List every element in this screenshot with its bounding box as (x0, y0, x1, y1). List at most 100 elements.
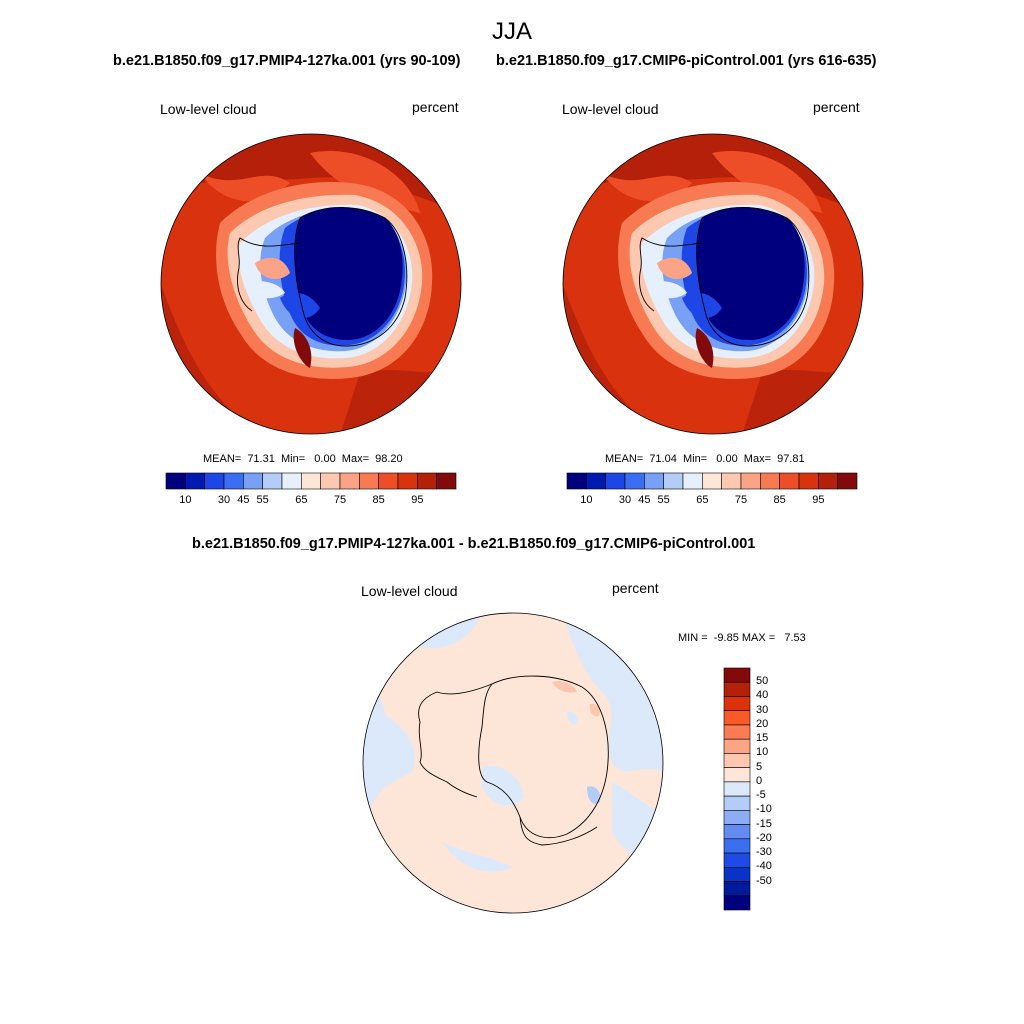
panel-2-units-label: percent (813, 99, 860, 115)
diff-colorbar-swatch (723, 724, 751, 740)
diff-colorbar-tick-label: 20 (756, 717, 769, 730)
panel-2-colorbar-swatch (702, 472, 722, 490)
diff-colorbar-swatch (723, 696, 751, 712)
panel-1-colorbar-swatch (165, 472, 186, 490)
panel-1-colorbar-swatch (339, 472, 360, 490)
panel-2-colorbar-swatch (740, 472, 761, 490)
diff-colorbar-tick-label: -20 (756, 831, 772, 844)
panel-1-variable-label: Low-level cloud (160, 101, 257, 117)
diff-panel-title: b.e21.B1850.f09_g17.PMIP4-127ka.001 - b.… (192, 536, 756, 552)
panel-2-colorbar-swatch (605, 472, 626, 490)
panel-1-colorbar-swatch (262, 472, 283, 490)
panel-2-stats: MEAN= 71.04 Min= 0.00 Max= 97.81 (605, 453, 805, 465)
diff-colorbar-swatch (723, 895, 751, 911)
diff-colorbar-swatch (723, 767, 751, 783)
diff-colorbar-swatch (723, 852, 751, 868)
panel-1-colorbar-swatch (417, 472, 437, 490)
diff-colorbar (723, 667, 751, 911)
panel-2-variable-label: Low-level cloud (562, 101, 659, 117)
panel-1-colorbar-swatch (320, 472, 341, 490)
diff-colorbar-swatch (723, 795, 751, 811)
diff-colorbar-tick-label: 50 (756, 675, 769, 688)
panel-2-colorbar-swatch (837, 472, 858, 490)
panel-2-colorbar-tick-label: 55 (657, 494, 670, 506)
diff-colorbar-tick-label: 0 (756, 774, 763, 787)
panel-1-colorbar-tick-label: 55 (256, 494, 269, 506)
panel-2-colorbar-tick-label: 10 (580, 494, 593, 506)
diff-colorbar-swatch (723, 738, 751, 754)
panel-1-colorbar-tick-label: 75 (333, 494, 347, 506)
panel-1-colorbar-swatch (359, 472, 379, 490)
panel-2-colorbar-swatch (663, 472, 684, 490)
panel-2-colorbar-swatch (818, 472, 838, 490)
panel-2-map (562, 133, 864, 435)
panel-2-colorbar-swatch (798, 472, 819, 490)
diff-colorbar-swatch (723, 753, 751, 768)
panel-1-colorbar-ticks: 10 30 45 55 65 75 85 95 (166, 494, 456, 508)
diff-colorbar-tick-label: 40 (756, 689, 769, 702)
diff-colorbar-swatch (723, 681, 751, 697)
panel-2-colorbar-swatch (779, 472, 800, 490)
panel-2-colorbar-swatch (566, 472, 587, 490)
panel-1-colorbar-tick-label: 95 (411, 494, 424, 506)
panel-1-map (160, 133, 462, 435)
diff-colorbar-tick-label: 10 (756, 746, 769, 759)
panel-2-colorbar-tick-label: 45 (638, 494, 651, 506)
panel-1-colorbar-tick-label: 85 (372, 494, 385, 506)
panel-2-colorbar-swatch (721, 472, 742, 490)
diff-map (362, 612, 664, 914)
panel-1-colorbar-swatch (378, 472, 399, 490)
diff-colorbar-swatch (723, 810, 751, 825)
diff-colorbar-tick-label: -15 (756, 817, 772, 830)
panel-2-colorbar-swatch (586, 472, 606, 490)
panel-1-stats: MEAN= 71.31 Min= 0.00 Max= 98.20 (203, 453, 403, 465)
diff-colorbar-swatch (723, 824, 751, 840)
panel-2-colorbar-swatch (624, 472, 645, 490)
panel-1-colorbar-swatch (223, 472, 244, 490)
diff-colorbar-swatch (723, 710, 751, 726)
panel-1-colorbar-swatch (301, 472, 321, 490)
diff-colorbar-swatch (723, 781, 751, 797)
panel-2-colorbar-swatch (644, 472, 664, 490)
diff-colorbar-tick-label: 5 (756, 760, 763, 773)
panel-1-colorbar-tick-label: 30 (217, 494, 231, 506)
diff-colorbar-tick-label: -5 (756, 789, 766, 802)
panel-2-colorbar-ticks: 10 30 45 55 65 75 85 95 (567, 494, 857, 508)
panel-2-colorbar-tick-label: 95 (812, 494, 825, 506)
diff-colorbar-tick-label: 15 (756, 732, 769, 745)
panel-1-colorbar-swatch (204, 472, 225, 490)
diff-colorbar-tick-label: -30 (756, 846, 772, 859)
panel-2-colorbar-tick-label: 75 (734, 494, 748, 506)
panel-2-colorbar (566, 472, 858, 490)
panel-1-colorbar (165, 472, 457, 490)
diff-colorbar-tick-label: 30 (756, 703, 769, 716)
panel-1-colorbar-tick-label: 10 (179, 494, 192, 506)
panel-2-colorbar-swatch (682, 472, 703, 490)
diff-colorbar-swatch (723, 667, 751, 683)
diff-colorbar-tick-label: -40 (756, 860, 772, 873)
panel-1-units-label: percent (412, 99, 459, 115)
panel-2-title: b.e21.B1850.f09_g17.CMIP6-piControl.001 … (496, 53, 877, 69)
panel-1-colorbar-swatch (185, 472, 205, 490)
panel-2-colorbar-tick-label: 30 (618, 494, 632, 506)
panel-1-colorbar-swatch (243, 472, 263, 490)
panel-1-colorbar-swatch (436, 472, 457, 490)
diff-variable-label: Low-level cloud (361, 583, 458, 599)
diff-units-label: percent (612, 580, 659, 596)
panel-2-colorbar-swatch (760, 472, 780, 490)
diff-colorbar-tick-label: -50 (756, 874, 772, 887)
diff-colorbar-ticks: 50 40 30 20 15 10 5 0 -5 -10 -15 -20 -30 -40 -50 (756, 668, 796, 910)
diff-colorbar-swatch (723, 866, 751, 882)
panel-2-colorbar-tick-label: 65 (696, 494, 709, 506)
panel-1-title: b.e21.B1850.f09_g17.PMIP4-127ka.001 (yrs… (113, 53, 461, 69)
diff-colorbar-swatch (723, 838, 751, 854)
diff-colorbar-swatch (723, 881, 751, 897)
panel-1-colorbar-swatch (281, 472, 302, 490)
diff-colorbar-tick-label: -10 (756, 803, 772, 816)
panel-1-colorbar-swatch (397, 472, 418, 490)
panel-2-colorbar-tick-label: 85 (773, 494, 786, 506)
panel-1-colorbar-tick-label: 65 (295, 494, 308, 506)
figure-title: JJA (491, 18, 532, 45)
diff-stats: MIN = -9.85 MAX = 7.53 (678, 632, 806, 644)
panel-1-colorbar-tick-label: 45 (237, 494, 250, 506)
